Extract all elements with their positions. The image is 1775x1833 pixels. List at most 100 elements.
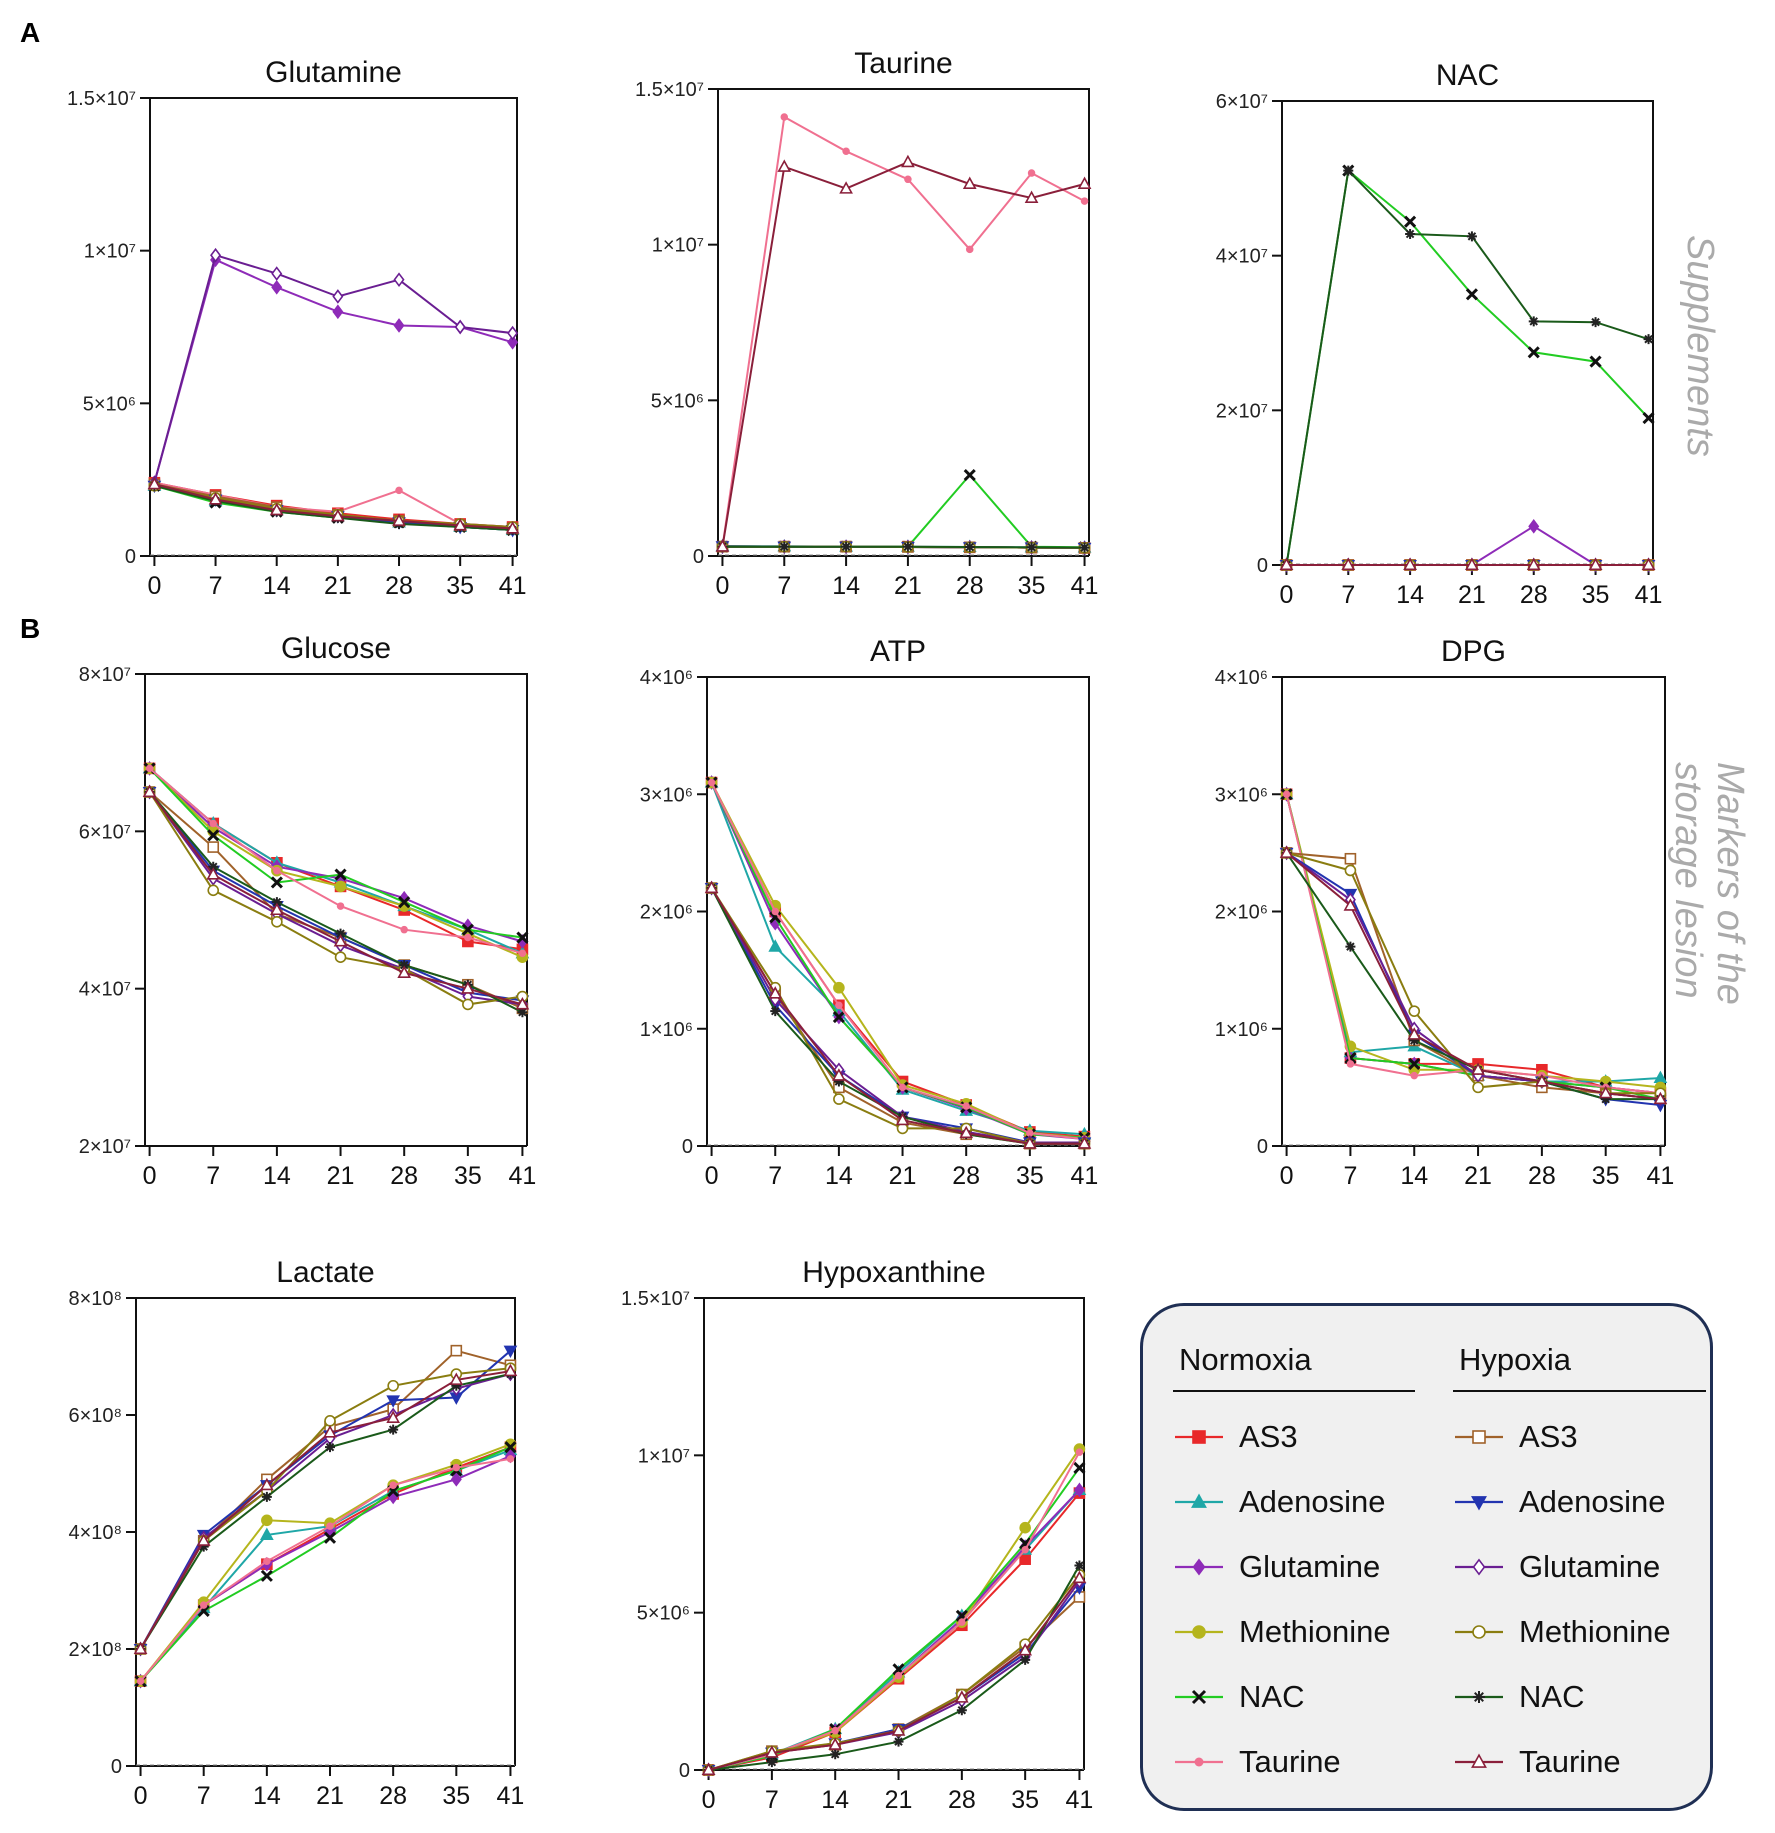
x-tick-label-glutamine: 35 [446, 572, 474, 600]
y-tick-label-hypoxanthine: 0 [679, 1760, 690, 1782]
data-point-glutamine-normoxia-taurine [395, 486, 403, 495]
data-point-lactate-normoxia-taurine [452, 1463, 461, 1472]
data-point-hypoxanthine-hypoxia-taurine [828, 1737, 843, 1750]
data-point-glutamine-hypoxia-glutamine [271, 266, 283, 281]
legend-item-hypoxia-nac: NAC [1453, 1664, 1706, 1729]
series-line-lactate-hypoxia-taurine [139, 1370, 511, 1650]
legend-item-hypoxia-as3: AS3 [1453, 1404, 1706, 1469]
data-point-nac-normoxia-glutamine [1528, 518, 1540, 534]
chart-title-atp: ATP [870, 635, 926, 668]
x-tick-label-taurine: 35 [1018, 572, 1046, 600]
y-tick-label-glucose: 4×10⁷ [79, 979, 131, 1001]
x-tick-label-glucose: 14 [263, 1162, 291, 1190]
data-point-nac-hypoxia-taurine [1403, 557, 1417, 571]
legend-swatch [1455, 1557, 1503, 1576]
data-point-atp-normoxia-adenosine [768, 939, 783, 952]
chart-dpg: DPG 0 1×10⁶ 2×10⁶ 3×10⁶ 4×10⁶ 0 7 14 21 28 35 41 [1215, 635, 1675, 1190]
data-point-glucose-hypoxia-nac [271, 897, 282, 908]
data-point-dpg-hypoxia-taurine [1471, 1062, 1485, 1075]
series-line-taurine-hypoxia-taurine [721, 161, 1085, 547]
legend-marker-dot-small [1194, 1757, 1204, 1766]
series-line-lactate-normoxia-glutamine [139, 1455, 511, 1682]
data-point-dpg-hypoxia-nac [1409, 1035, 1420, 1046]
y-tick-label-hypoxanthine: 5×10⁶ [637, 1603, 690, 1625]
x-tick-label-hypoxanthine: 7 [765, 1786, 779, 1814]
chart-atp: ATP 0 1×10⁶ 2×10⁶ 3×10⁶ 4×10⁶ 0 7 14 21 28 35 41 [640, 635, 1099, 1190]
data-point-dpg-normoxia-taurine [1282, 790, 1291, 798]
data-point-nac-normoxia-nac [1642, 412, 1655, 425]
x-tick-label-glutamine: 14 [263, 572, 291, 600]
series-line-dpg-normoxia-glutamine [1285, 794, 1661, 1095]
series-line-lactate-hypoxia-glutamine [139, 1373, 511, 1650]
x-tick-label-nac: 0 [1279, 581, 1293, 609]
data-point-taurine-hypoxia-nac [964, 541, 975, 552]
data-point-lactate-hypoxia-adenosine [386, 1395, 401, 1408]
data-point-lactate-normoxia-taurine [326, 1522, 334, 1530]
data-point-atp-hypoxia-taurine [959, 1125, 974, 1139]
legend-hypoxia-title: Hypoxia [1459, 1342, 1571, 1377]
y-tick-label-taurine: 0 [693, 546, 704, 568]
data-point-hypoxanthine-hypoxia-nac [830, 1749, 841, 1760]
legend-marker-square-filled [1192, 1429, 1206, 1444]
data-point-lactate-hypoxia-nac [388, 1424, 399, 1435]
series-taurine-normoxia-taurine [718, 113, 1089, 551]
chart-title-nac: NAC [1436, 59, 1499, 92]
series-line-glutamine-normoxia-glutamine [153, 258, 513, 483]
data-point-lactate-hypoxia-taurine [133, 1641, 148, 1655]
chart-title-glucose: Glucose [281, 632, 391, 665]
series-line-glucose-normoxia-glutamine [148, 767, 523, 943]
data-point-lactate-normoxia-nac [504, 1441, 517, 1454]
x-tick-label-nac: 28 [1520, 581, 1548, 609]
data-point-atp-normoxia-taurine [707, 778, 716, 787]
chart-frame-glutamine [149, 97, 518, 556]
series-glucose-hypoxia-taurine [142, 784, 530, 1010]
data-point-atp-normoxia-methionine [833, 981, 845, 994]
x-tick-label-taurine: 41 [1071, 572, 1099, 600]
y-tick-label-glutamine: 1×10⁷ [84, 241, 136, 263]
series-atp-normoxia-taurine [707, 778, 1089, 1143]
data-point-lactate-normoxia-taurine [506, 1455, 515, 1463]
data-point-lactate-hypoxia-adenosine [503, 1345, 518, 1359]
series-nac-hypoxia-nac [1281, 165, 1654, 570]
series-atp-hypoxia-as3 [705, 882, 1091, 1150]
series-line-nac-normoxia-nac [1285, 168, 1650, 566]
x-tick-label-glutamine: 7 [209, 572, 223, 600]
data-point-hypoxanthine-hypoxia-taurine [1072, 1570, 1087, 1584]
legend-swatch [1455, 1752, 1503, 1768]
y-tick-label-glutamine: 0 [125, 546, 136, 568]
data-point-hypoxanthine-normoxia-nac [1073, 1461, 1086, 1474]
legend: Normoxia AS3 Adenosine Glutamine Methionine… [1140, 1303, 1713, 1811]
y-tick-label-glutamine: 5×10⁶ [83, 393, 136, 415]
data-point-glucose-normoxia-nac [516, 931, 529, 944]
data-point-lactate-normoxia-taurine [389, 1481, 397, 1489]
data-point-taurine-normoxia-taurine [842, 147, 850, 156]
series-atp-normoxia-methionine [705, 776, 1091, 1144]
data-point-glutamine-hypoxia-taurine [392, 513, 406, 526]
legend-label: Adenosine [1239, 1483, 1386, 1519]
series-line-hypoxanthine-normoxia-methionine [708, 1448, 1081, 1771]
data-point-taurine-normoxia-nac [963, 468, 976, 482]
data-point-glutamine-hypoxia-taurine [147, 476, 162, 490]
data-point-glutamine-hypoxia-taurine [331, 508, 345, 522]
series-taurine-hypoxia-taurine [715, 154, 1092, 552]
x-tick-label-nac: 35 [1582, 581, 1610, 609]
x-tick-label-hypoxanthine: 0 [702, 1786, 716, 1814]
data-point-atp-normoxia-taurine [898, 1083, 907, 1092]
x-tick-label-hypoxanthine: 21 [885, 1786, 913, 1814]
data-point-dpg-hypoxia-methionine [1472, 1081, 1484, 1094]
data-point-nac-normoxia-nac [1465, 288, 1478, 301]
data-point-glucose-hypoxia-methionine [207, 884, 220, 897]
data-point-hypoxanthine-hypoxia-taurine [701, 1762, 716, 1776]
legend-normoxia-items: AS3 Adenosine Glutamine Methionine NAC Taurin… [1173, 1404, 1415, 1794]
data-point-hypoxanthine-normoxia-taurine [894, 1671, 903, 1680]
series-line-dpg-normoxia-as3 [1285, 794, 1661, 1095]
data-point-hypoxanthine-hypoxia-taurine [1018, 1643, 1033, 1656]
legend-marker-triangle-down-filled [1471, 1495, 1487, 1511]
legend-label: Glutamine [1239, 1548, 1381, 1584]
chart-title-taurine: Taurine [854, 47, 952, 80]
data-point-hypoxanthine-normoxia-taurine [1021, 1545, 1029, 1554]
data-point-nac-hypoxia-nac [1643, 334, 1654, 345]
data-point-atp-hypoxia-taurine [704, 880, 719, 894]
x-tick-label-taurine: 7 [777, 572, 791, 600]
